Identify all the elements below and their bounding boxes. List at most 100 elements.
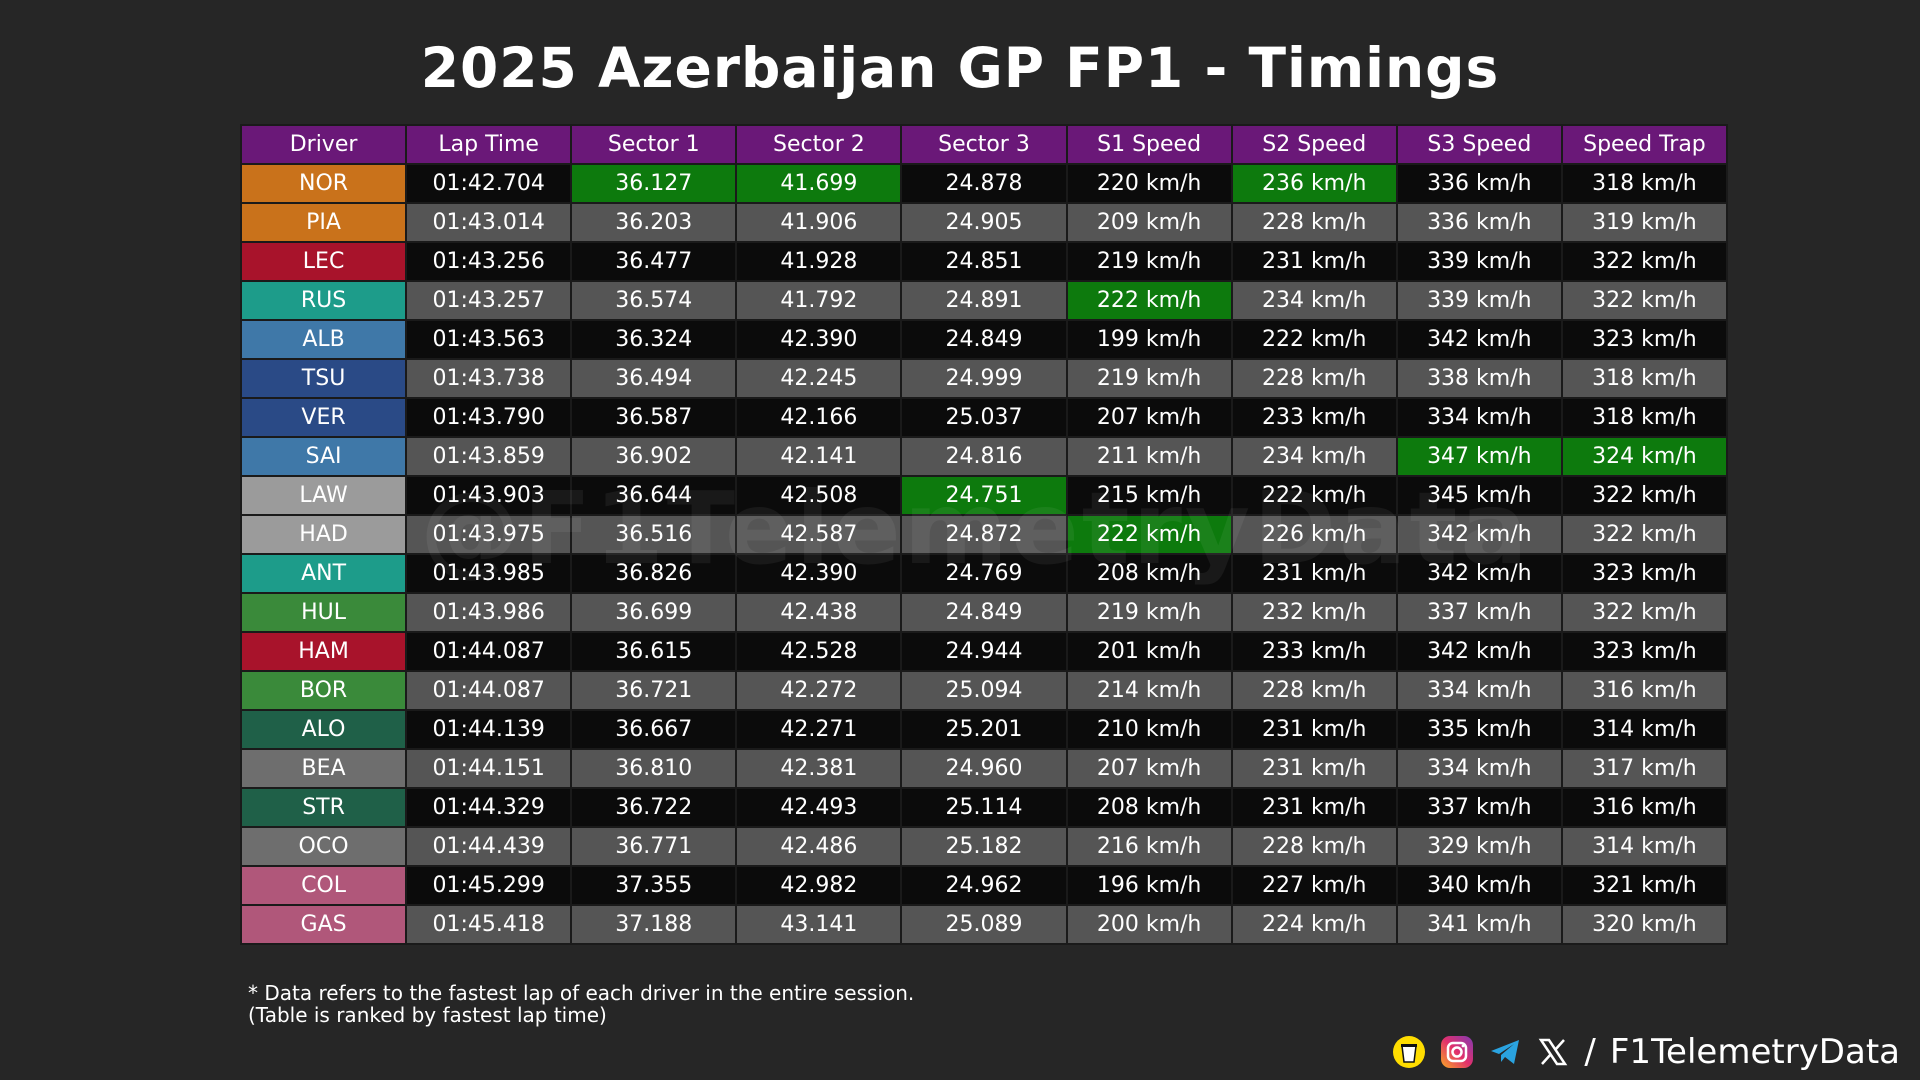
driver-cell: TSU [242, 360, 406, 397]
value-cell: 01:42.704 [407, 165, 571, 202]
value-cell: 01:43.975 [407, 516, 571, 553]
table-row: BOR 01:44.087 36.721 42.272 25.094 214 km/h 22… [242, 672, 1726, 709]
value-cell: 345 km/h [1397, 477, 1561, 514]
driver-cell: COL [242, 867, 406, 904]
value-cell: 36.477 [572, 243, 736, 280]
value-cell: 335 km/h [1397, 711, 1561, 748]
value-cell: 210 km/h [1067, 711, 1231, 748]
bmc-cup-icon[interactable] [1392, 1035, 1426, 1069]
instagram-icon[interactable] [1440, 1035, 1474, 1069]
value-cell: 231 km/h [1232, 243, 1396, 280]
value-cell: 36.667 [572, 711, 736, 748]
value-cell: 42.390 [737, 321, 901, 358]
value-cell: 36.587 [572, 399, 736, 436]
driver-cell: PIA [242, 204, 406, 241]
value-cell: 24.816 [902, 438, 1066, 475]
value-cell: 316 km/h [1562, 672, 1726, 709]
value-cell: 25.037 [902, 399, 1066, 436]
social-handle[interactable]: F1TelemetryData [1609, 1032, 1900, 1072]
value-cell: 318 km/h [1562, 165, 1726, 202]
value-cell: 37.355 [572, 867, 736, 904]
table-row: HAM 01:44.087 36.615 42.528 24.944 201 km/h 23… [242, 633, 1726, 670]
value-cell: 01:44.151 [407, 750, 571, 787]
value-cell: 36.699 [572, 594, 736, 631]
table-row: COL 01:45.299 37.355 42.982 24.962 196 km/h 22… [242, 867, 1726, 904]
value-cell: 01:43.014 [407, 204, 571, 241]
driver-cell: HAD [242, 516, 406, 553]
value-cell: 214 km/h [1067, 672, 1231, 709]
footnotes: * Data refers to the fastest lap of each… [248, 982, 914, 1026]
value-cell: 36.644 [572, 477, 736, 514]
value-cell: 24.878 [902, 165, 1066, 202]
value-cell: 42.587 [737, 516, 901, 553]
value-cell: 24.891 [902, 282, 1066, 319]
value-cell: 36.324 [572, 321, 736, 358]
table-row: LEC 01:43.256 36.477 41.928 24.851 219 km/h 23… [242, 243, 1726, 280]
table-body: NOR 01:42.704 36.127 41.699 24.878 220 km/h 23… [242, 165, 1726, 943]
column-header: S2 Speed [1232, 126, 1396, 163]
value-cell: 201 km/h [1067, 633, 1231, 670]
value-cell: 01:43.738 [407, 360, 571, 397]
column-header: Speed Trap [1562, 126, 1726, 163]
value-cell: 314 km/h [1562, 828, 1726, 865]
value-cell: 209 km/h [1067, 204, 1231, 241]
table-row: HUL 01:43.986 36.699 42.438 24.849 219 km/h 23… [242, 594, 1726, 631]
value-cell: 25.089 [902, 906, 1066, 943]
value-cell: 231 km/h [1232, 789, 1396, 826]
driver-cell: HAM [242, 633, 406, 670]
value-cell: 219 km/h [1067, 360, 1231, 397]
value-cell: 42.272 [737, 672, 901, 709]
value-cell: 41.792 [737, 282, 901, 319]
column-header: Sector 3 [902, 126, 1066, 163]
value-cell: 36.810 [572, 750, 736, 787]
value-cell: 01:43.256 [407, 243, 571, 280]
table-row: VER 01:43.790 36.587 42.166 25.037 207 km/h 23… [242, 399, 1726, 436]
value-cell: 24.960 [902, 750, 1066, 787]
value-cell: 338 km/h [1397, 360, 1561, 397]
driver-cell: GAS [242, 906, 406, 943]
value-cell: 234 km/h [1232, 438, 1396, 475]
timings-table: Driver Lap Time Sector 1 Sector 2 Sector 3 S1… [240, 124, 1728, 945]
column-header: S3 Speed [1397, 126, 1561, 163]
value-cell: 42.486 [737, 828, 901, 865]
value-cell: 318 km/h [1562, 360, 1726, 397]
value-cell: 42.166 [737, 399, 901, 436]
value-cell: 36.826 [572, 555, 736, 592]
value-cell: 231 km/h [1232, 711, 1396, 748]
table-row: NOR 01:42.704 36.127 41.699 24.878 220 km/h 23… [242, 165, 1726, 202]
value-cell: 01:44.139 [407, 711, 571, 748]
value-cell: 336 km/h [1397, 165, 1561, 202]
driver-cell: ANT [242, 555, 406, 592]
value-cell: 228 km/h [1232, 672, 1396, 709]
value-cell: 24.999 [902, 360, 1066, 397]
value-cell: 24.962 [902, 867, 1066, 904]
value-cell: 234 km/h [1232, 282, 1396, 319]
value-cell: 24.849 [902, 321, 1066, 358]
value-cell: 334 km/h [1397, 399, 1561, 436]
driver-cell: NOR [242, 165, 406, 202]
value-cell: 211 km/h [1067, 438, 1231, 475]
value-cell: 01:44.087 [407, 672, 571, 709]
best-value-cell: 24.751 [902, 477, 1066, 514]
value-cell: 340 km/h [1397, 867, 1561, 904]
value-cell: 196 km/h [1067, 867, 1231, 904]
value-cell: 320 km/h [1562, 906, 1726, 943]
value-cell: 342 km/h [1397, 321, 1561, 358]
column-header: S1 Speed [1067, 126, 1231, 163]
table-row: ALB 01:43.563 36.324 42.390 24.849 199 km/h 22… [242, 321, 1726, 358]
value-cell: 24.849 [902, 594, 1066, 631]
value-cell: 36.902 [572, 438, 736, 475]
value-cell: 339 km/h [1397, 243, 1561, 280]
x-icon[interactable] [1536, 1035, 1570, 1069]
value-cell: 01:45.418 [407, 906, 571, 943]
value-cell: 24.851 [902, 243, 1066, 280]
value-cell: 228 km/h [1232, 204, 1396, 241]
timings-table-container: Driver Lap Time Sector 1 Sector 2 Sector 3 S1… [240, 124, 1728, 945]
value-cell: 323 km/h [1562, 321, 1726, 358]
telegram-icon[interactable] [1488, 1035, 1522, 1069]
value-cell: 42.271 [737, 711, 901, 748]
driver-cell: HUL [242, 594, 406, 631]
value-cell: 36.615 [572, 633, 736, 670]
value-cell: 334 km/h [1397, 750, 1561, 787]
value-cell: 314 km/h [1562, 711, 1726, 748]
